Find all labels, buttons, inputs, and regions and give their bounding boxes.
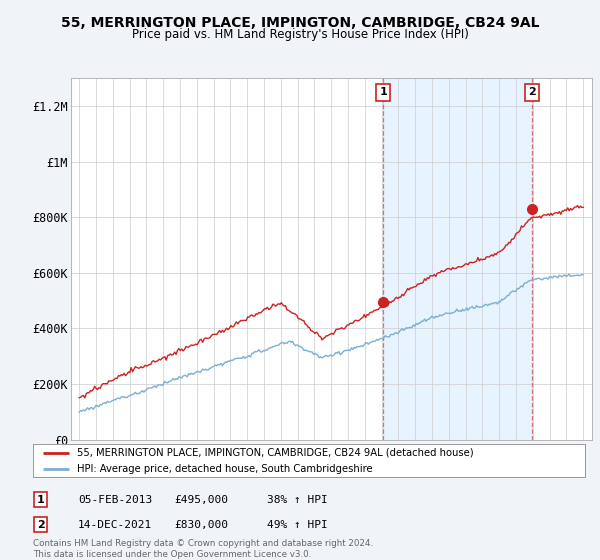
- Text: 49% ↑ HPI: 49% ↑ HPI: [267, 520, 328, 530]
- Text: 2: 2: [528, 87, 536, 97]
- Text: 14-DEC-2021: 14-DEC-2021: [78, 520, 152, 530]
- Bar: [383, 78, 532, 440]
- Text: 1: 1: [37, 494, 44, 505]
- Text: 38% ↑ HPI: 38% ↑ HPI: [267, 494, 328, 505]
- Text: 55, MERRINGTON PLACE, IMPINGTON, CAMBRIDGE, CB24 9AL (detached house): 55, MERRINGTON PLACE, IMPINGTON, CAMBRID…: [77, 447, 474, 458]
- Text: 05-FEB-2013: 05-FEB-2013: [78, 494, 152, 505]
- Text: £495,000: £495,000: [174, 494, 228, 505]
- Text: 2: 2: [37, 520, 44, 530]
- Text: Price paid vs. HM Land Registry's House Price Index (HPI): Price paid vs. HM Land Registry's House …: [131, 28, 469, 41]
- Text: 1: 1: [379, 87, 387, 97]
- Text: HPI: Average price, detached house, South Cambridgeshire: HPI: Average price, detached house, Sout…: [77, 464, 373, 474]
- Text: 55, MERRINGTON PLACE, IMPINGTON, CAMBRIDGE, CB24 9AL: 55, MERRINGTON PLACE, IMPINGTON, CAMBRID…: [61, 16, 539, 30]
- Text: Contains HM Land Registry data © Crown copyright and database right 2024.
This d: Contains HM Land Registry data © Crown c…: [33, 539, 373, 559]
- Text: £830,000: £830,000: [174, 520, 228, 530]
